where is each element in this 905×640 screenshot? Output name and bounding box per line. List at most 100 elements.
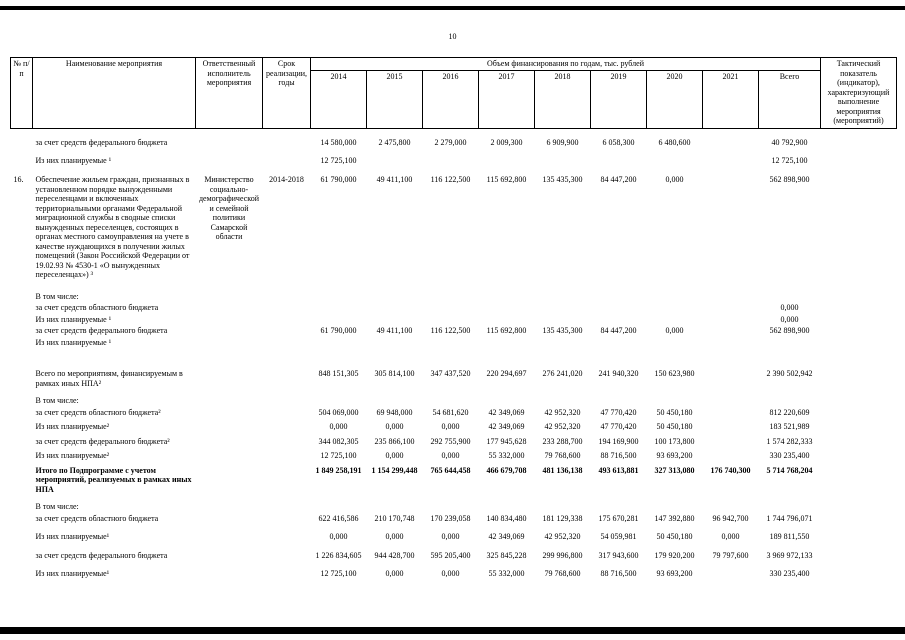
table-row: Из них планируемые¹ 0,000 0,000 0,000 42 349… — [11, 531, 897, 543]
cell-value — [591, 337, 647, 349]
cell-term — [263, 325, 311, 337]
cell-num — [11, 337, 33, 349]
cell-num — [11, 550, 33, 562]
cell-value — [703, 325, 759, 337]
cell-value: 88 716,500 — [600, 451, 637, 460]
cell-term — [263, 395, 311, 407]
cell-value: 93 693,200 — [656, 451, 693, 460]
cell-value — [535, 314, 591, 326]
cell-value: 49 411,100 — [376, 326, 413, 335]
cell-name: Из них планируемые² — [35, 422, 110, 431]
table-row: за счет средств федерального бюджета 14 5… — [11, 137, 897, 149]
cell-executor — [196, 501, 263, 513]
table-row: В том числе: — [11, 291, 897, 303]
cell-term — [263, 436, 311, 448]
cell-value: 241 940,320 — [598, 369, 639, 378]
cell-executor — [196, 421, 263, 433]
cell-value — [591, 501, 647, 513]
cell-value: 0,000 — [329, 422, 348, 431]
cell-name: за счет средств областного бюджета² — [35, 407, 161, 417]
cell-value: 765 644,458 — [430, 465, 471, 475]
cell-name: Из них планируемые ¹ — [35, 314, 112, 324]
spacer-cell — [11, 561, 897, 568]
cell-value: 0,000 — [385, 569, 404, 578]
header-term: Срок реализации, годы — [262, 57, 311, 129]
table-body: за счет средств федерального бюджета 14 5… — [11, 129, 897, 580]
spacer-row — [11, 524, 897, 531]
cell-value: 147 392,880 — [654, 513, 695, 523]
cell-executor: Министерство социально-демографической и… — [198, 175, 260, 241]
cell-indicator — [821, 450, 897, 462]
cell-name: Всего по мероприятиям, финансируемым в р… — [35, 369, 183, 388]
header-year-2018: 2018 — [534, 70, 591, 129]
cell-value: 1 226 834,605 — [315, 550, 362, 560]
cell-value — [535, 395, 591, 407]
cell-value: 220 294,697 — [486, 369, 527, 378]
cell-term: 2014-2018 — [269, 175, 304, 184]
cell-value — [703, 501, 759, 513]
cell-value: 0,000 — [385, 451, 404, 460]
cell-term — [263, 450, 311, 462]
cell-indicator — [821, 465, 897, 496]
cell-value — [703, 568, 759, 580]
cell-value — [703, 407, 759, 419]
cell-executor — [196, 291, 263, 303]
cell-value — [311, 337, 367, 349]
cell-value — [647, 395, 703, 407]
cell-num — [11, 501, 33, 513]
cell-value — [759, 337, 821, 349]
cell-value: 54 681,620 — [432, 407, 469, 417]
table-row: Из них планируемые ¹ — [11, 337, 897, 349]
cell-value — [367, 291, 423, 303]
cell-value — [423, 337, 479, 349]
cell-value: 3 969 972,133 — [766, 550, 813, 560]
cell-value: 0,000 — [665, 326, 684, 335]
cell-value: 88 716,500 — [600, 569, 637, 578]
cell-value: 12 725,100 — [320, 451, 357, 460]
cell-value — [479, 337, 535, 349]
cell-term — [263, 137, 311, 149]
cell-num — [11, 137, 33, 149]
cell-value — [759, 291, 821, 303]
cell-num — [11, 314, 33, 326]
cell-value: 116 122,500 — [430, 326, 471, 335]
header-year-2014: 2014 — [310, 70, 367, 129]
cell-executor — [196, 325, 263, 337]
cell-value: 12 725,100 — [320, 155, 357, 165]
cell-value: 0,000 — [441, 422, 460, 431]
table-row: В том числе: — [11, 501, 897, 513]
cell-value: 42 349,069 — [488, 407, 525, 417]
cell-value: 299 996,800 — [542, 550, 583, 560]
cell-value: 61 790,000 — [320, 175, 357, 184]
cell-value: 1 744 796,071 — [766, 513, 813, 523]
cell-value: 562 898,900 — [769, 175, 810, 184]
cell-name: за счет средств федерального бюджета² — [35, 436, 170, 446]
cell-value: 179 920,200 — [654, 550, 695, 560]
cell-value — [311, 314, 367, 326]
cell-indicator — [821, 395, 897, 407]
cell-value: 14 580,000 — [320, 138, 357, 147]
spacer-row — [11, 129, 897, 138]
cell-value: 327 313,080 — [654, 465, 695, 475]
cell-value — [423, 501, 479, 513]
cell-name: Из них планируемые¹ — [35, 532, 110, 541]
cell-value: 2 009,300 — [490, 138, 523, 147]
cell-value: 305 814,100 — [374, 369, 415, 378]
cell-value: 181 129,338 — [542, 513, 583, 523]
table-row: за счет средств федерального бюджета 1 22… — [11, 550, 897, 562]
cell-value: 0,000 — [441, 451, 460, 460]
cell-value: 93 693,200 — [656, 569, 693, 578]
cell-value — [311, 501, 367, 513]
header-indicator: Тактический показатель (индикатор), хара… — [820, 57, 897, 129]
cell-term — [263, 407, 311, 419]
cell-value: 562 898,900 — [769, 326, 810, 335]
cell-value — [535, 302, 591, 314]
cell-num: 16. — [13, 175, 24, 184]
cell-term — [263, 501, 311, 513]
cell-value — [423, 314, 479, 326]
cell-value — [703, 291, 759, 303]
cell-name: за счет средств федерального бюджета — [35, 138, 168, 147]
cell-name: Из них планируемые² — [35, 451, 110, 460]
cell-value: 1 849 258,191 — [315, 465, 362, 475]
scan-edge-top — [0, 6, 905, 10]
